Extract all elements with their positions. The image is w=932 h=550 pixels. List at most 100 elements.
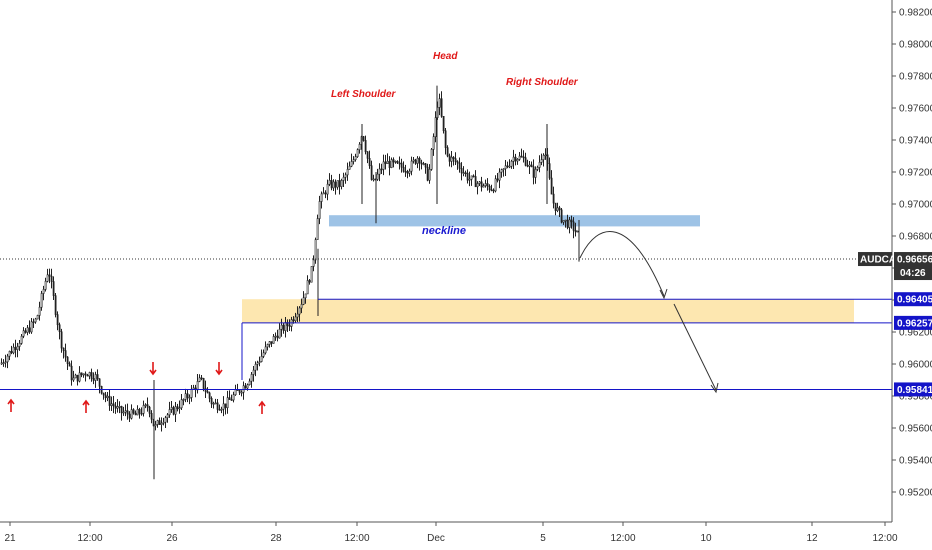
candle-body xyxy=(150,413,153,420)
candle-body xyxy=(310,266,313,283)
candle-body xyxy=(502,168,505,171)
candle-body xyxy=(466,172,469,181)
candle-body xyxy=(158,420,161,425)
projection-curve xyxy=(579,231,665,297)
candle-body xyxy=(202,377,205,389)
candle-body xyxy=(210,398,213,405)
candle-body xyxy=(354,156,357,160)
candle-body xyxy=(76,374,79,382)
candle-body xyxy=(56,314,59,326)
x-tick-label: 10 xyxy=(700,533,712,544)
candle-body xyxy=(406,171,409,174)
candle-body xyxy=(252,369,255,375)
candle-body xyxy=(366,151,369,159)
candle-body xyxy=(276,335,279,339)
candle-body xyxy=(240,391,243,394)
time-axis[interactable]: 21 12:00 26 28 12:00 Dec 5 12:00 10 12 12:00 xyxy=(0,521,898,544)
candle-body xyxy=(548,163,551,179)
candle-body xyxy=(34,318,37,323)
candle-body xyxy=(260,356,263,362)
candle-body xyxy=(570,219,573,223)
candle-body xyxy=(282,324,285,331)
candle-body xyxy=(490,189,493,192)
candle-body xyxy=(238,389,241,393)
candle-body xyxy=(486,183,489,187)
candle-body xyxy=(512,156,515,162)
candle-body xyxy=(230,399,233,401)
candle-body xyxy=(208,392,211,399)
candle-body xyxy=(422,163,425,165)
candle-body xyxy=(94,374,97,381)
candle-body xyxy=(154,424,157,427)
down-arrow-icon xyxy=(149,362,157,376)
candle-body xyxy=(226,397,229,409)
candle-body xyxy=(68,363,71,367)
candle-body xyxy=(542,155,545,160)
candle-body xyxy=(138,409,141,414)
candle-body xyxy=(368,158,371,166)
candle-body xyxy=(336,180,339,188)
candle-body xyxy=(104,394,107,399)
candle-body xyxy=(122,411,125,414)
candle-body xyxy=(20,335,23,344)
candle-body xyxy=(448,155,451,162)
candle-body xyxy=(302,297,305,305)
up-arrow-icon xyxy=(7,398,15,412)
candle-body xyxy=(344,174,347,178)
candle-body xyxy=(462,172,465,174)
price-tag-1 xyxy=(894,315,932,330)
candle-body xyxy=(330,180,333,189)
candle-body xyxy=(428,169,431,181)
candles-layer xyxy=(0,85,580,480)
candle-body xyxy=(362,136,365,141)
candle-body xyxy=(134,412,137,416)
candle-body xyxy=(474,176,477,188)
x-tick-label: 28 xyxy=(270,533,282,544)
neckline-label: neckline xyxy=(422,225,466,237)
current-price-tag xyxy=(894,252,932,281)
candle-body xyxy=(338,180,341,187)
candle-body xyxy=(454,158,457,163)
candle-body xyxy=(106,395,109,399)
candle-body xyxy=(312,259,315,267)
candle-body xyxy=(256,362,259,365)
candle-body xyxy=(52,281,55,296)
y-tick-label: 0.96000 xyxy=(899,360,932,371)
candle-body xyxy=(426,166,429,181)
candle-body xyxy=(78,372,81,382)
candle-body xyxy=(214,402,217,405)
candle-body xyxy=(38,306,41,316)
candle-body xyxy=(28,327,31,333)
candle-body xyxy=(274,335,277,338)
candle-body xyxy=(574,230,577,233)
candle-body xyxy=(24,330,27,333)
candle-body xyxy=(384,161,387,164)
candle-body xyxy=(334,181,337,188)
candle-body xyxy=(166,414,169,418)
y-tick-label: 0.97800 xyxy=(899,72,932,83)
x-tick-label: 12:00 xyxy=(77,533,102,544)
candle-body xyxy=(520,155,523,158)
candle-body xyxy=(186,393,189,398)
candle-body xyxy=(470,175,473,180)
candle-body xyxy=(42,289,45,294)
candle-body xyxy=(264,346,267,354)
y-tick-label: 0.95400 xyxy=(899,456,932,467)
candle-body xyxy=(558,207,561,211)
candle-body xyxy=(50,275,53,282)
candle-body xyxy=(552,193,555,204)
price-tag-1-label: 0.96257 xyxy=(897,318,932,329)
candle-body xyxy=(204,388,207,392)
candle-body xyxy=(156,420,159,425)
candle-body xyxy=(12,346,15,354)
candle-body xyxy=(532,166,535,178)
candle-body xyxy=(176,406,179,410)
candle-body xyxy=(180,399,183,409)
candle-body xyxy=(550,177,553,195)
price-tag-0-label: 0.96405 xyxy=(897,295,932,306)
candle-body xyxy=(378,168,381,175)
candle-body xyxy=(10,350,13,354)
candle-body xyxy=(398,162,401,165)
candle-body xyxy=(200,377,203,380)
